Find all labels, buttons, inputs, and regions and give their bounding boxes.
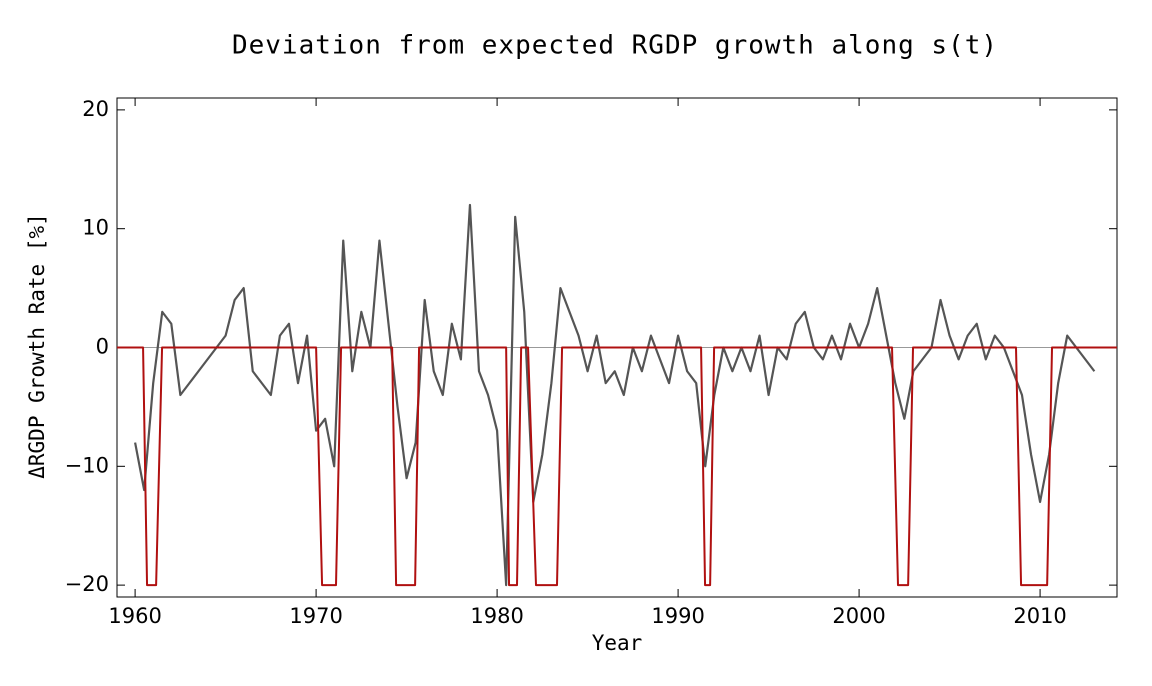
x-tick-label: 1970 <box>289 604 342 628</box>
y-axis-label: ΔRGDP Growth Rate [%] <box>25 213 49 479</box>
y-tick-label: 20 <box>82 97 109 121</box>
y-tick-label: 10 <box>82 216 109 240</box>
x-tick-label: 1960 <box>108 604 161 628</box>
x-tick-label: 2010 <box>1013 604 1066 628</box>
x-axis-label: Year <box>592 631 643 655</box>
y-tick-label: −20 <box>65 572 109 596</box>
series-line <box>117 346 1117 587</box>
chart-title: Deviation from expected RGDP growth alon… <box>232 31 998 61</box>
x-tick-label: 2000 <box>832 604 885 628</box>
x-tick-label: 1990 <box>651 604 704 628</box>
x-tick-label: 1980 <box>470 604 523 628</box>
y-tick-label: 0 <box>96 335 109 359</box>
y-tick-label: −10 <box>65 453 109 477</box>
series-line <box>134 203 1096 587</box>
